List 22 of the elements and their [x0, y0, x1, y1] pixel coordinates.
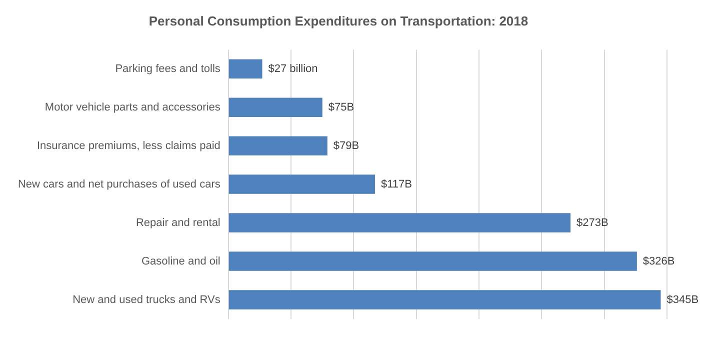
bar [228, 290, 661, 310]
y-tick-label: Motor vehicle parts and accessories [44, 101, 221, 114]
bar [228, 174, 376, 194]
y-tick-label: Repair and rental [136, 216, 220, 229]
y-tick-label: New cars and net purchases of used cars [18, 178, 221, 190]
bar [228, 59, 262, 78]
data-label: $79B [333, 140, 360, 152]
data-label: $27 billion [268, 62, 318, 75]
data-label: $117B [381, 178, 412, 190]
y-tick-label: New and used trucks and RVs [72, 294, 221, 306]
data-label: $345B [666, 294, 699, 306]
y-tick-label: Parking fees and tolls [115, 62, 221, 75]
data-label: $326B [642, 255, 675, 268]
y-tick-label: Insurance premiums, less claims paid [36, 140, 220, 152]
bar [228, 252, 637, 271]
data-label: $75B [328, 101, 354, 114]
data-label: $273B [576, 216, 608, 229]
bar [228, 98, 322, 117]
bar [228, 136, 328, 156]
chart-title: Personal Consumption Expenditures on Transportation: 2018 [148, 13, 528, 28]
bar [228, 213, 571, 232]
y-tick-label: Gasoline and oil [141, 255, 220, 268]
